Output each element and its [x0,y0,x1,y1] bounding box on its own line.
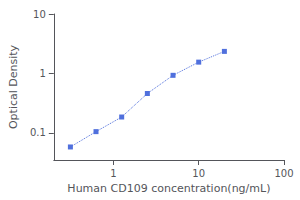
svg-text:10: 10 [192,168,205,179]
svg-text:Human CD109 concentration(ng/m: Human CD109 concentration(ng/mL) [67,182,270,195]
svg-text:1: 1 [39,68,45,79]
svg-text:0.1: 0.1 [30,127,46,138]
svg-text:1: 1 [110,168,116,179]
svg-text:100: 100 [274,168,293,179]
svg-text:Optical Density: Optical Density [7,44,20,129]
svg-text:10: 10 [33,9,46,20]
